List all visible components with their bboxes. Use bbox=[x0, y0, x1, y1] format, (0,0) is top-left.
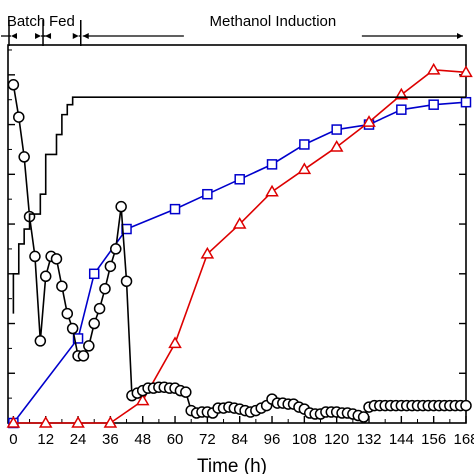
x-tick-label: 108 bbox=[292, 431, 317, 448]
data-point bbox=[38, 416, 53, 428]
axes: 0 12 24 36 48 60 72 84 96 108 120 132 144 156 168 bbox=[8, 49, 474, 448]
x-tick-label: 156 bbox=[421, 431, 446, 448]
data-point bbox=[56, 280, 68, 292]
data-point bbox=[394, 87, 409, 100]
series-line bbox=[12, 96, 466, 314]
data-point bbox=[180, 386, 192, 398]
series-0 bbox=[8, 96, 472, 429]
x-tick-label: 120 bbox=[324, 431, 349, 448]
data-point bbox=[266, 159, 278, 170]
data-point bbox=[460, 96, 472, 108]
data-point bbox=[71, 416, 85, 428]
data-point bbox=[61, 307, 74, 320]
data-point bbox=[357, 411, 370, 423]
data-point bbox=[202, 188, 213, 200]
data-point bbox=[29, 250, 41, 263]
data-point bbox=[93, 302, 106, 315]
phase-label: Fed bbox=[49, 13, 75, 30]
data-point bbox=[234, 174, 245, 185]
data-point bbox=[362, 115, 376, 127]
x-tick-label: 168 bbox=[453, 431, 474, 448]
x-tick-label: 132 bbox=[356, 431, 381, 448]
data-point bbox=[297, 162, 312, 175]
data-point bbox=[103, 416, 118, 428]
phase-arrowhead bbox=[72, 33, 79, 39]
phase-arrowhead bbox=[45, 33, 52, 39]
data-point bbox=[200, 246, 215, 259]
data-point bbox=[299, 139, 310, 150]
x-tick-label: 84 bbox=[231, 431, 248, 448]
data-point bbox=[83, 340, 95, 352]
data-point bbox=[88, 268, 100, 280]
labels: Time (h) bbox=[197, 456, 267, 474]
phase-arrowhead bbox=[457, 33, 463, 39]
series-2 bbox=[7, 79, 472, 423]
plot-border bbox=[7, 44, 467, 424]
plot-frame bbox=[7, 44, 467, 424]
data-point bbox=[115, 200, 127, 213]
data-point bbox=[168, 336, 182, 349]
x-axis-title: Time (h) bbox=[197, 456, 267, 474]
series-3 bbox=[12, 96, 466, 314]
data-point bbox=[104, 260, 117, 273]
data-point bbox=[50, 253, 63, 265]
data-point bbox=[169, 203, 181, 215]
phase-annotations: Batch Fed Methanol Induction bbox=[1, 13, 463, 46]
data-point bbox=[39, 270, 52, 283]
data-point bbox=[6, 416, 21, 428]
data-point bbox=[396, 104, 407, 115]
series bbox=[6, 62, 473, 429]
series-line bbox=[13, 69, 467, 424]
x-tick-label: 48 bbox=[134, 431, 151, 448]
x-tick-label: 96 bbox=[264, 431, 281, 448]
data-point bbox=[18, 151, 30, 163]
phase-label: Batch bbox=[7, 13, 45, 30]
data-point bbox=[66, 322, 79, 335]
x-tick-label: 144 bbox=[389, 431, 414, 448]
data-point bbox=[13, 111, 25, 123]
phase-arrowhead bbox=[82, 33, 89, 39]
data-point bbox=[460, 399, 472, 412]
data-point bbox=[331, 124, 342, 135]
x-tick-label: 12 bbox=[37, 431, 54, 448]
data-point bbox=[428, 99, 439, 110]
series-line bbox=[12, 84, 466, 418]
data-point bbox=[232, 217, 247, 229]
data-point bbox=[110, 243, 122, 255]
data-point bbox=[88, 317, 100, 330]
phase-arrowhead bbox=[35, 33, 42, 39]
data-point bbox=[7, 79, 20, 91]
phase-label: Methanol Induction bbox=[209, 13, 336, 30]
data-point bbox=[77, 350, 90, 362]
x-tick-label: 60 bbox=[167, 431, 184, 448]
series-line bbox=[12, 101, 467, 424]
phase-arrowhead bbox=[11, 33, 17, 39]
data-point bbox=[329, 139, 344, 152]
data-point bbox=[135, 393, 150, 406]
x-tick-label: 36 bbox=[102, 431, 119, 448]
data-point bbox=[72, 333, 84, 344]
series-1 bbox=[6, 62, 473, 428]
data-point bbox=[265, 184, 279, 197]
data-point bbox=[99, 282, 111, 295]
x-tick-label: 24 bbox=[70, 431, 87, 448]
data-point bbox=[426, 62, 441, 75]
x-tick-label: 72 bbox=[199, 431, 216, 448]
data-point bbox=[459, 65, 473, 78]
x-tick-label: 0 bbox=[9, 431, 17, 448]
data-point bbox=[120, 275, 133, 287]
data-point bbox=[34, 335, 47, 347]
